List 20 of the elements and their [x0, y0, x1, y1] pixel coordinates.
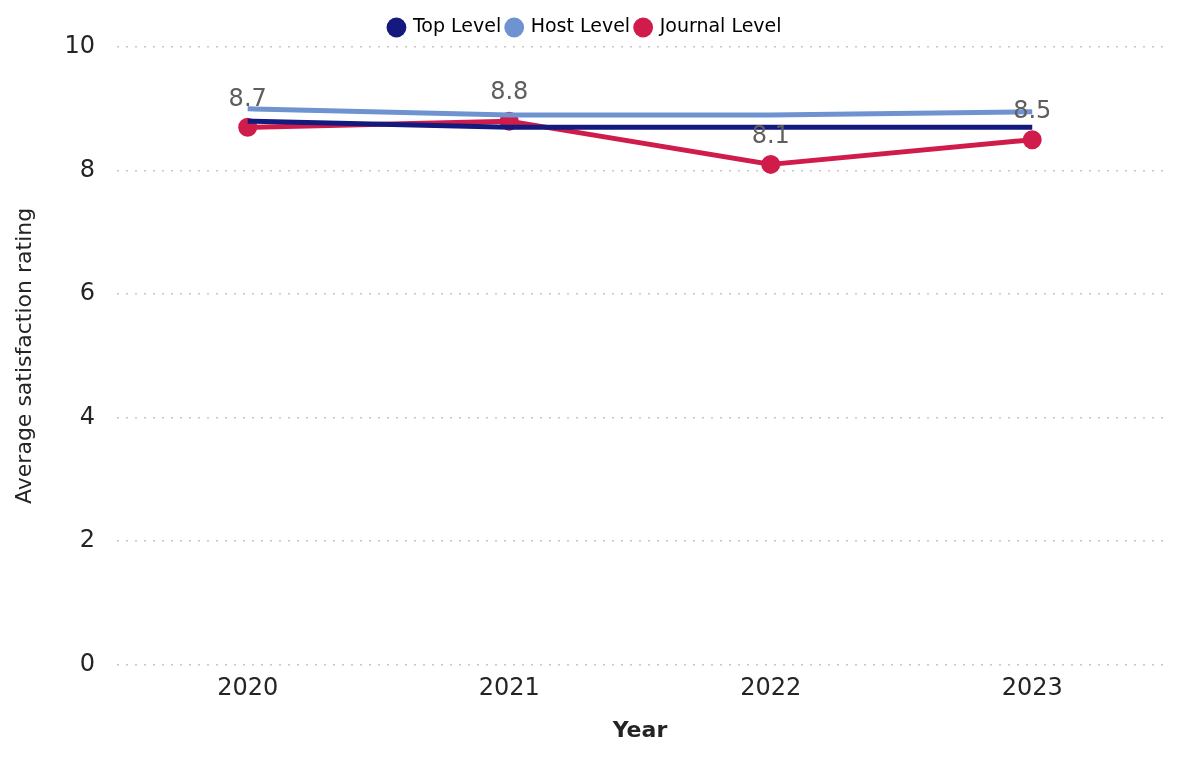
data-label: 8.7 [228, 83, 267, 112]
point [761, 154, 781, 174]
y-tick-label: 2 [79, 525, 95, 554]
x-tick-label: 2022 [740, 673, 802, 702]
x-tick-label: 2020 [217, 673, 279, 702]
x-axis-title: Year [611, 716, 668, 742]
x-tick-label: 2023 [1001, 673, 1063, 702]
point [1022, 130, 1042, 150]
data-label: 8.8 [490, 77, 529, 106]
y-tick-label: 10 [64, 31, 95, 60]
legend-label: Host Level [530, 14, 631, 37]
legend-label: Journal Level [658, 14, 782, 37]
legend-label: Top Level [411, 14, 502, 37]
data-label: 8.5 [1013, 95, 1052, 124]
y-tick-label: 0 [79, 649, 95, 678]
y-tick-label: 6 [79, 278, 95, 307]
y-tick-label: 8 [79, 154, 95, 183]
y-tick-label: 4 [79, 401, 95, 430]
y-axis-title: Average satisfaction rating [10, 207, 36, 504]
x-tick-label: 2021 [478, 673, 540, 702]
